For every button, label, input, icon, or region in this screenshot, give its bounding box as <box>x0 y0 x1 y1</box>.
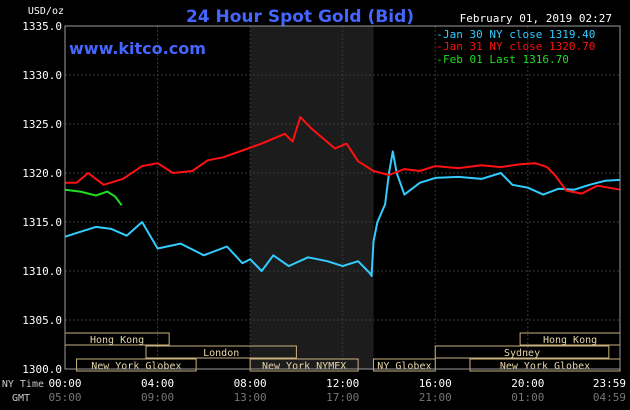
legend-entry-feb01: Feb 01 Last 1316.70 <box>443 53 569 66</box>
x-tick-ny: 23:59 <box>593 377 626 390</box>
plot-frame <box>64 25 621 370</box>
series-line-jan31 <box>65 116 621 195</box>
x-tick-ny: 00:00 <box>48 377 81 390</box>
x-tick-gmt: 09:00 <box>141 391 174 404</box>
x-tick-gmt: 05:00 <box>48 391 81 404</box>
x-tick-gmt: 17:00 <box>326 391 359 404</box>
series-line-jan30 <box>64 150 621 277</box>
session-box <box>145 345 297 359</box>
gmt-label: GMT <box>12 393 30 404</box>
legend-dash-jan31: - <box>436 40 443 53</box>
session-label: Hong Kong <box>90 335 144 346</box>
session-label: New York Globex <box>91 361 181 372</box>
y-tick-label: 1325.0 <box>22 118 62 131</box>
legend-entry-jan31: Jan 31 NY close 1320.70 <box>443 40 595 53</box>
x-tick-gmt: 21:00 <box>419 391 452 404</box>
x-tick-gmt: 04:59 <box>593 391 626 404</box>
session-label: London <box>203 348 239 359</box>
session-label: Hong Kong <box>543 335 597 346</box>
y-tick-label: 1315.0 <box>22 216 62 229</box>
session-label: New York Globex <box>500 361 590 372</box>
series-line-feb01 <box>64 188 123 206</box>
legend-dash-feb01: - <box>436 53 443 66</box>
y-tick-label: 1320.0 <box>22 167 62 180</box>
x-tick-ny: 16:00 <box>419 377 452 390</box>
x-tick-ny: 20:00 <box>511 377 544 390</box>
y-tick-label: 1310.0 <box>22 265 62 278</box>
y-tick-label: 1335.0 <box>22 20 62 33</box>
x-tick-ny: 04:00 <box>141 377 174 390</box>
session-label: NY Globex <box>377 361 431 372</box>
y-tick-label: 1300.0 <box>22 363 62 376</box>
y-tick-label: 1305.0 <box>22 314 62 327</box>
source-watermark[interactable]: www.kitco.com <box>69 39 206 58</box>
x-tick-gmt: 01:00 <box>511 391 544 404</box>
session-box <box>249 358 359 372</box>
session-label: Sydney <box>504 348 540 359</box>
x-tick-gmt: 13:00 <box>234 391 267 404</box>
legend-entry-jan30: Jan 30 NY close 1319.40 <box>443 28 595 41</box>
y-tick-label: 1330.0 <box>22 69 62 82</box>
session-label: New York NYMEX <box>262 361 346 372</box>
chart-date: February 01, 2019 02:27 <box>460 12 612 25</box>
session-box <box>76 358 197 372</box>
chart-title: 24 Hour Spot Gold (Bid) <box>186 7 414 27</box>
x-tick-ny: 12:00 <box>326 377 359 390</box>
y-axis-label: USD/oz <box>28 6 64 17</box>
session-box <box>434 345 610 359</box>
legend-dash-jan30: - <box>436 28 443 41</box>
x-tick-ny: 08:00 <box>234 377 267 390</box>
ny-time-label: NY Time <box>2 379 44 390</box>
session-box <box>373 358 436 372</box>
highlight-band <box>250 26 374 369</box>
